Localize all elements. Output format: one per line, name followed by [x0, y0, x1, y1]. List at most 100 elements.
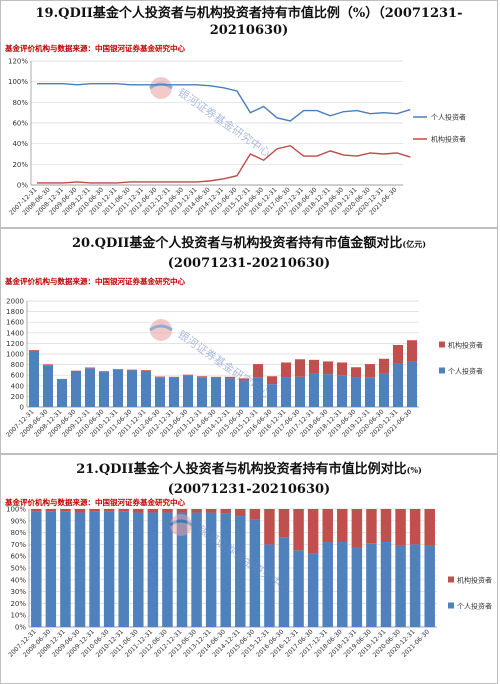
chart-title-20-text: 20.QDII基金个人投资者与机构投资者持有市值金额对比: [72, 236, 403, 251]
bar-institutional: [424, 509, 435, 546]
bar-institutional: [205, 509, 217, 513]
legend-label: 个人投资者: [457, 602, 492, 611]
bar-institutional: [84, 367, 96, 369]
bar-individual: [133, 512, 144, 627]
bar-individual: [42, 365, 54, 407]
bar-individual: [210, 377, 222, 407]
bar-individual: [294, 376, 306, 407]
legend-swatch: [439, 341, 445, 348]
bar-institutional: [162, 509, 173, 513]
bar-individual: [264, 544, 275, 627]
bar-chart-20: 0200400600800100012001400160018002000银河证…: [5, 298, 483, 439]
bar-individual: [322, 374, 334, 407]
bar-institutional: [366, 509, 377, 544]
bar-individual: [98, 372, 110, 407]
y-tick-label: 400: [11, 382, 24, 390]
y-tick-label: 100%: [8, 78, 28, 86]
bar-institutional: [322, 509, 333, 543]
bar-institutional: [235, 509, 246, 517]
bar-institutional: [307, 509, 319, 554]
bar-institutional: [350, 367, 362, 378]
bar-institutional: [89, 509, 100, 512]
bar-individual: [28, 350, 40, 407]
bar-institutional: [395, 509, 406, 546]
bar-institutional: [392, 344, 404, 364]
bar-institutional: [112, 369, 124, 370]
chart-title-20: 20.QDII基金个人投资者与机构投资者持有市值金额对比(亿元): [1, 235, 497, 253]
y-tick-label: 100%: [6, 506, 26, 514]
bar-institutional: [220, 509, 231, 514]
y-tick-label: 50%: [10, 565, 26, 573]
bar-individual: [140, 370, 152, 407]
y-tick-label: 40%: [12, 140, 28, 148]
bar-institutional: [252, 364, 264, 378]
y-tick-label: 2000: [6, 298, 24, 306]
bar-individual: [280, 377, 292, 407]
y-tick-label: 1000: [6, 351, 24, 359]
y-tick-label: 0: [20, 404, 24, 412]
bar-institutional: [176, 509, 188, 513]
bar-institutional: [31, 509, 42, 512]
bar-institutional: [118, 509, 129, 512]
watermark-logo-icon: [150, 77, 172, 99]
y-tick-label: 0%: [17, 182, 28, 190]
series-line-individual: [37, 83, 411, 122]
bar-individual: [103, 511, 115, 627]
bar-institutional: [266, 376, 278, 385]
y-tick-label: 60%: [10, 553, 26, 561]
chart-subtitle-20: (20071231-20210630): [167, 256, 331, 271]
bar-individual: [395, 545, 406, 627]
bar-individual: [307, 553, 319, 627]
bar-institutional: [154, 376, 166, 378]
bar-individual: [392, 363, 404, 407]
bar-individual: [196, 377, 208, 407]
y-tick-label: 600: [11, 372, 24, 380]
watermark: 银河证券基金研究中心: [169, 514, 293, 597]
bar-institutional: [45, 509, 57, 512]
legend-swatch: [448, 602, 454, 609]
bar-institutional: [168, 376, 180, 378]
watermark-text: 银河证券基金研究中心: [175, 85, 273, 160]
watermark-logo-swoosh: [149, 324, 173, 332]
watermark-logo-swoosh: [169, 519, 193, 527]
bar-individual: [252, 377, 264, 407]
bar-individual: [56, 379, 68, 407]
bar-institutional: [409, 509, 421, 545]
bar-individual: [336, 375, 348, 407]
chart-title-21-text: 21.QDII基金个人投资者与机构投资者持有市值比例对比: [76, 462, 407, 477]
bar-institutional: [182, 374, 194, 376]
y-tick-label: 1400: [6, 329, 24, 337]
bar-institutional: [56, 378, 68, 380]
bar-institutional: [70, 370, 82, 372]
bar-institutional: [74, 509, 86, 513]
bar-individual: [351, 547, 363, 627]
bar-individual: [176, 512, 188, 627]
bar-institutional: [364, 364, 376, 378]
bar-individual: [126, 370, 138, 407]
bar-individual: [31, 511, 42, 627]
watermark: 银河证券基金研究中心: [149, 77, 273, 160]
bar-institutional: [351, 509, 363, 548]
y-tick-label: 60%: [12, 120, 28, 128]
y-tick-label: 80%: [12, 99, 28, 107]
legend-swatch: [439, 367, 445, 374]
y-tick-label: 0%: [15, 624, 26, 632]
bar-individual: [364, 377, 376, 407]
legend-label: 个人投资者: [431, 113, 466, 122]
bar-individual: [278, 537, 290, 627]
chart-title-21: 21.QDII基金个人投资者与机构投资者持有市值比例对比(%): [1, 461, 497, 479]
bar-institutional: [98, 371, 110, 373]
chart-panel-19: 19.QDII基金个人投资者与机构投资者持有市值比例（%）（20071231-2…: [0, 0, 498, 228]
bar-institutional: [42, 364, 54, 366]
bar-institutional: [308, 359, 320, 374]
bar-institutional: [133, 509, 144, 513]
bar-individual: [89, 511, 100, 627]
chart-title-19: 19.QDII基金个人投资者与机构投资者持有市值比例（%）（20071231-2…: [35, 6, 463, 38]
bar-individual: [118, 511, 129, 627]
chart-panel-21: 21.QDII基金个人投资者与机构投资者持有市值比例对比(%) (2007123…: [0, 454, 498, 684]
bar-institutional: [294, 359, 306, 377]
bar-individual: [162, 512, 173, 627]
legend-label: 机构投资者: [457, 576, 492, 585]
bar-individual: [266, 384, 278, 407]
bar-individual: [191, 512, 202, 627]
